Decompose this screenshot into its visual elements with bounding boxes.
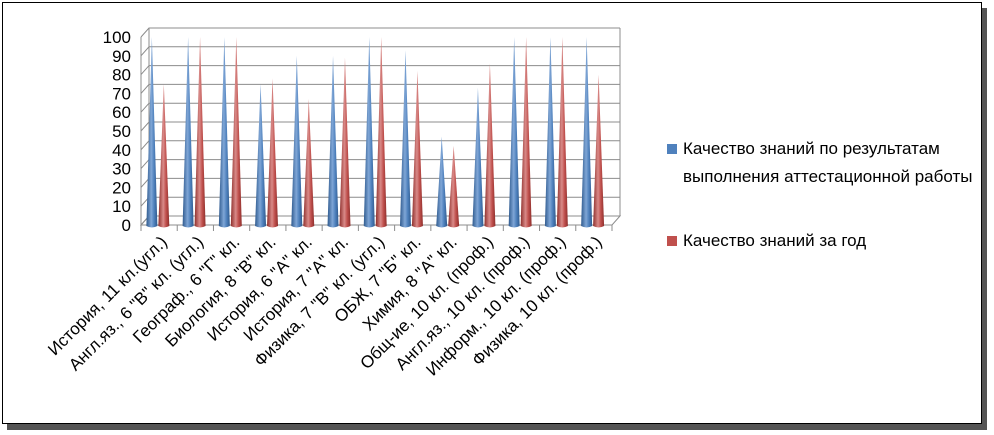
bars bbox=[146, 37, 605, 228]
y-tick-label: 50 bbox=[112, 122, 131, 141]
bar-series-1 bbox=[146, 37, 158, 228]
legend-swatch-series-2 bbox=[667, 236, 677, 246]
y-tick-label: 70 bbox=[112, 84, 131, 103]
bar-series-2 bbox=[230, 37, 242, 228]
y-tick-label: 0 bbox=[122, 216, 131, 235]
bar-series-2 bbox=[267, 78, 279, 228]
gridline bbox=[140, 27, 620, 38]
bar-series-1 bbox=[218, 37, 230, 228]
y-tick-label: 40 bbox=[112, 141, 131, 160]
legend-label-series-1: Качество знаний по результатам выполнени… bbox=[683, 139, 973, 186]
y-tick-label: 30 bbox=[112, 160, 131, 179]
bar-series-1 bbox=[581, 37, 593, 228]
bar-series-1 bbox=[399, 50, 411, 228]
bar-series-2 bbox=[375, 37, 387, 228]
bar-series-1 bbox=[255, 84, 267, 228]
y-tick-label: 20 bbox=[112, 178, 131, 197]
y-tick-label: 10 bbox=[112, 197, 131, 216]
bar-series-2 bbox=[556, 37, 568, 228]
bar-series-2 bbox=[484, 63, 496, 228]
bar-series-2 bbox=[448, 146, 460, 228]
bar-series-2 bbox=[339, 57, 351, 228]
bar-series-2 bbox=[593, 74, 605, 228]
bar-series-2 bbox=[158, 84, 170, 228]
bar-series-1 bbox=[182, 37, 194, 228]
bar-series-1 bbox=[327, 55, 339, 228]
y-tick-label: 100 bbox=[103, 28, 131, 47]
y-tick-label: 90 bbox=[112, 47, 131, 66]
bar-series-1 bbox=[291, 55, 303, 228]
bar-series-1 bbox=[472, 87, 484, 228]
y-tick-label: 60 bbox=[112, 103, 131, 122]
bar-series-2 bbox=[411, 70, 423, 228]
bar-series-2 bbox=[303, 99, 315, 228]
bar-series-1 bbox=[363, 37, 375, 228]
legend-label-series-2: Качество знаний за год bbox=[683, 231, 867, 250]
legend-swatch-series-1 bbox=[667, 144, 677, 154]
y-tick-label: 80 bbox=[112, 66, 131, 85]
bar-series-1 bbox=[508, 37, 520, 228]
chart-frame: 0 10 20 30 40 50 60 70 80 90 100 История, 11 кл.(у… bbox=[2, 2, 982, 424]
x-tick-labels: История, 11 кл.(угл.)Англ.яз., 6 "В" кл.… bbox=[44, 232, 606, 379]
bar-series-1 bbox=[436, 136, 448, 228]
bar-series-1 bbox=[544, 37, 556, 228]
gridline bbox=[140, 46, 620, 57]
bar-series-2 bbox=[194, 37, 206, 228]
bar-series-2 bbox=[520, 37, 532, 228]
